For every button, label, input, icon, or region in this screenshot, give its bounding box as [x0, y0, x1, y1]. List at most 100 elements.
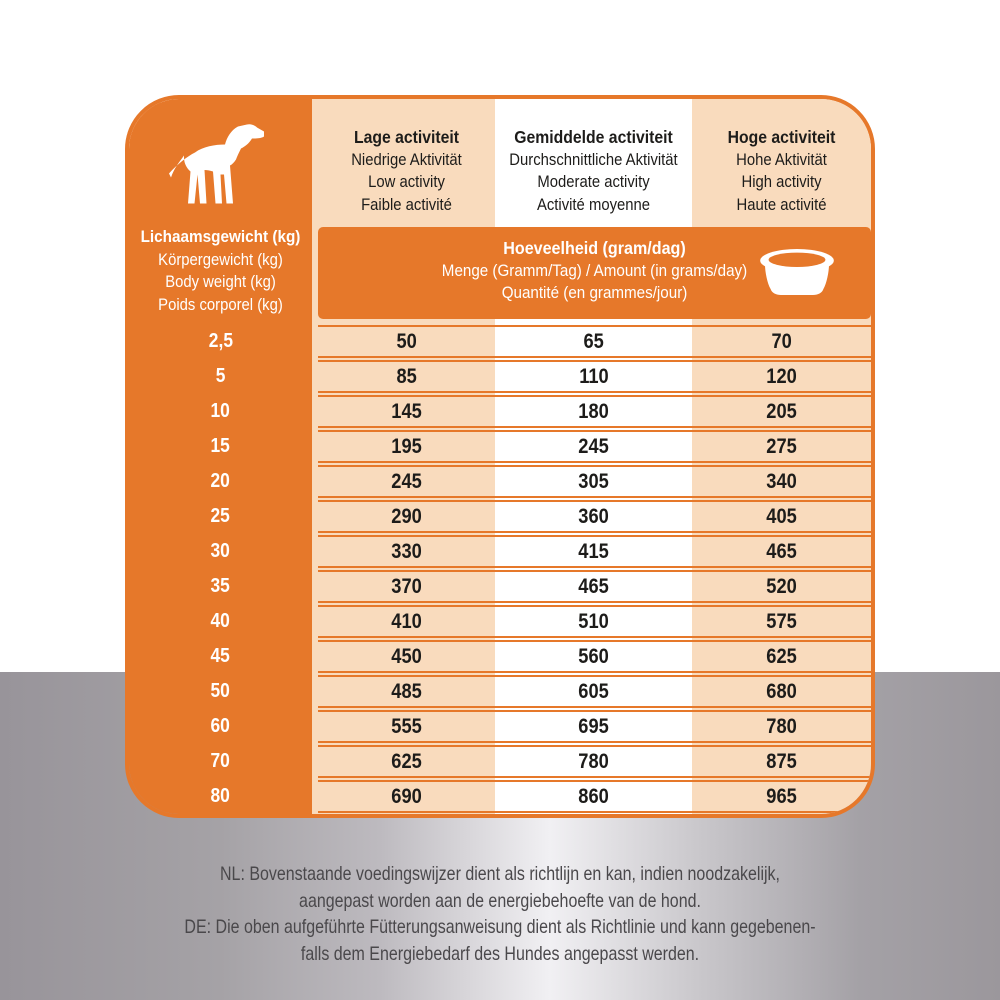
weight-column-panel [129, 99, 312, 814]
amount-cell: 485 [391, 679, 422, 703]
amount-cell: 965 [766, 784, 797, 808]
amount-banner: Hoeveelheid (gram/dag) Menge (Gramm/Tag)… [318, 227, 871, 319]
column-header-high-activity: Hoge activiteit Hohe Aktivität High acti… [701, 126, 862, 216]
body-weight-header-line: Body weight (kg) [165, 273, 276, 291]
amount-cell: 690 [391, 784, 422, 808]
amount-cell: 410 [391, 609, 422, 633]
column-header-line: Gemiddelde activiteit [514, 127, 673, 147]
amount-banner-line: Quantité (en grammes/jour) [501, 284, 688, 302]
amount-cell: 245 [578, 434, 609, 458]
column-header-line: High activity [741, 173, 822, 191]
weight-cell: 70 [210, 750, 231, 772]
weight-cell: 2,5 [208, 330, 233, 352]
amount-cell: 450 [391, 644, 422, 668]
feeding-guide-card: Lichaamsgewicht (kg) Körpergewicht (kg) … [125, 95, 875, 818]
column-header-moderate-activity: Gemiddelde activiteit Durchschnittliche … [505, 126, 682, 216]
footer-line: falls dem Energiebedarf des Hundes angep… [300, 942, 700, 965]
amount-banner-line: Menge (Gramm/Tag) / Amount (in grams/day… [441, 261, 748, 280]
amount-cell: 520 [766, 574, 797, 598]
amount-cell: 575 [766, 609, 797, 633]
column-header-line: Niedrige Aktivität [351, 150, 462, 169]
amount-cell: 330 [391, 539, 422, 563]
amount-cell: 405 [766, 504, 797, 528]
footer-line: NL: Bovenstaande voedingswijzer dient al… [220, 863, 780, 885]
weight-cell: 35 [210, 575, 231, 597]
amount-cell: 340 [766, 469, 797, 493]
amount-cell: 465 [766, 539, 797, 563]
column-header-line: Activité moyenne [536, 195, 651, 214]
table-row: 70 625 780 875 [129, 745, 871, 778]
table-row: 50 485 605 680 [129, 675, 871, 708]
amount-cell: 625 [391, 749, 422, 773]
weight-cell: 80 [210, 785, 231, 807]
amount-cell: 560 [578, 644, 609, 668]
column-header-line: Faible activité [361, 195, 452, 214]
column-stripe-moderate-activity [495, 99, 692, 814]
body-weight-header-line: Körpergewicht (kg) [158, 250, 283, 269]
dog-silhouette-icon [169, 124, 264, 204]
amount-cell: 360 [578, 504, 609, 528]
amount-cell: 305 [578, 469, 609, 493]
amount-cell: 120 [766, 364, 797, 388]
table-row: 60 555 695 780 [129, 710, 871, 743]
dog-bowl-icon [760, 249, 834, 295]
table-row: 30 330 415 465 [129, 535, 871, 568]
column-stripe-high-activity [692, 99, 871, 814]
amount-cell: 110 [578, 364, 609, 388]
amount-cell: 85 [396, 364, 417, 388]
weight-cell: 60 [210, 715, 231, 737]
amount-cell: 275 [766, 434, 797, 458]
weight-cell: 25 [210, 505, 231, 527]
column-header-line: Haute activité [736, 195, 827, 214]
amount-cell: 65 [583, 329, 604, 353]
table-row: 80 690 860 965 [129, 780, 871, 813]
table-row: 2,5 50 65 70 [129, 325, 871, 358]
table-row: 15 195 245 275 [129, 430, 871, 463]
table-row: 25 290 360 405 [129, 500, 871, 533]
body-weight-header: Lichaamsgewicht (kg) Körpergewicht (kg) … [138, 226, 303, 316]
amount-cell: 680 [766, 679, 797, 703]
feeding-guide-card-inner: Lichaamsgewicht (kg) Körpergewicht (kg) … [129, 99, 871, 814]
amount-cell: 510 [578, 609, 609, 633]
weight-cell: 40 [210, 610, 231, 632]
column-header-line: Hohe Aktivität [736, 150, 827, 169]
weight-cell: 15 [210, 435, 231, 457]
amount-banner-line: Hoeveelheid (gram/dag) [503, 238, 686, 258]
amount-cell: 290 [391, 504, 422, 528]
amount-cell: 625 [766, 644, 797, 668]
amount-cell: 605 [578, 679, 609, 703]
weight-cell: 45 [210, 645, 231, 667]
amount-cell: 205 [766, 399, 797, 423]
column-header-line: Moderate activity [537, 173, 650, 191]
table-row: 5 85 110 120 [129, 360, 871, 393]
footer-line: DE: Die oben aufgeführte Fütterungsanwei… [184, 916, 816, 938]
amount-cell: 465 [578, 574, 609, 598]
weight-cell: 30 [210, 540, 231, 562]
column-header-line: Lage activiteit [353, 127, 460, 147]
amount-cell: 780 [578, 749, 609, 773]
amount-cell: 195 [391, 434, 422, 458]
amount-cell: 370 [391, 574, 422, 598]
amount-cell: 70 [771, 329, 792, 353]
footer-line: aangepast worden aan de energiebehoefte … [299, 889, 701, 912]
body-weight-header-line: Lichaamsgewicht (kg) [140, 227, 301, 246]
table-row: 45 450 560 625 [129, 640, 871, 673]
amount-cell: 695 [578, 714, 609, 738]
feeding-table-rows: 2,5 50 65 70 5 85 110 120 10 145 180 205 15 195 245 275… [129, 325, 871, 814]
weight-cell: 50 [210, 680, 231, 702]
table-row: 35 370 465 520 [129, 570, 871, 603]
weight-cell: 20 [210, 470, 231, 492]
body-weight-header-line: Poids corporel (kg) [158, 295, 283, 314]
amount-cell: 415 [578, 539, 609, 563]
column-header-line: Low activity [368, 173, 445, 191]
amount-cell: 180 [578, 399, 609, 423]
weight-cell: 10 [210, 400, 231, 422]
amount-cell: 555 [391, 714, 422, 738]
weight-cell: 5 [215, 365, 226, 387]
amount-cell: 145 [391, 399, 422, 423]
column-header-line: Hoge activiteit [727, 127, 836, 147]
amount-cell: 780 [766, 714, 797, 738]
column-header-line: Durchschnittliche Aktivität [509, 150, 678, 169]
amount-cell: 860 [578, 784, 609, 808]
table-row: 40 410 510 575 [129, 605, 871, 638]
